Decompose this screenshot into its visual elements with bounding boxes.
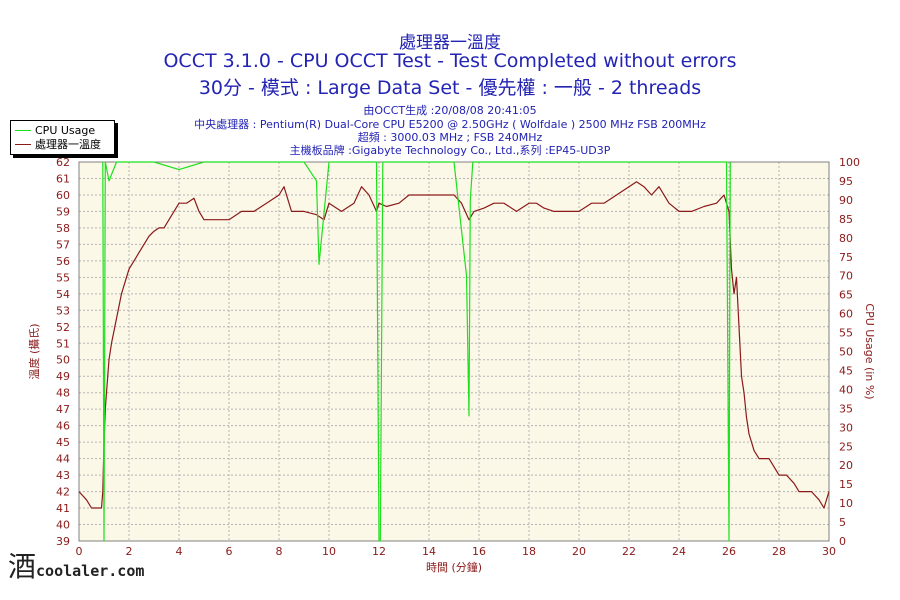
y-tick-label: 46: [56, 420, 70, 433]
y-tick-label: 50: [56, 354, 70, 367]
y2-tick-label: 55: [839, 327, 853, 340]
y2-tick-label: 75: [839, 251, 853, 264]
series-line-cpu-usage: [102, 161, 731, 542]
x-tick-label: 4: [176, 545, 183, 558]
y2-tick-label: 15: [839, 478, 853, 491]
y-tick-label: 61: [56, 172, 70, 185]
y2-tick-label: 70: [839, 270, 853, 283]
info-generated: 由OCCT生成 :20/08/08 20:41:05: [363, 104, 537, 117]
x-tick-label: 16: [472, 545, 486, 558]
x-tick-label: 6: [226, 545, 233, 558]
y2-tick-label: 80: [839, 232, 853, 245]
chart-legend: CPU Usage 處理器一溫度: [10, 120, 115, 155]
x-tick-label: 30: [822, 545, 836, 558]
x-tick-label: 20: [572, 545, 586, 558]
y2-tick-label: 90: [839, 194, 853, 207]
info-overclock: 超頻 : 3000.03 MHz ; FSB 240MHz: [357, 131, 543, 144]
x-tick-label: 28: [772, 545, 786, 558]
x-tick-label: 0: [76, 545, 83, 558]
y-tick-label: 60: [56, 189, 70, 202]
info-motherboard: 主機板品牌 :Gigabyte Technology Co., Ltd.,系列 …: [289, 144, 611, 157]
y-tick-label: 45: [56, 436, 70, 449]
y-tick-label: 52: [56, 321, 70, 334]
x-tick-label: 12: [372, 545, 386, 558]
plot-background: [79, 162, 829, 541]
x-tick-label: 18: [522, 545, 536, 558]
y2-axis-label: CPU Usage (in %): [863, 303, 876, 399]
x-tick-label: 14: [422, 545, 436, 558]
y2-tick-label: 50: [839, 346, 853, 359]
y-tick-label: 43: [56, 469, 70, 482]
legend-item-cpu-usage: CPU Usage: [15, 123, 95, 137]
y-tick-label: 56: [56, 255, 70, 268]
y2-tick-label: 65: [839, 289, 853, 302]
y-tick-label: 42: [56, 486, 70, 499]
legend-label-temperature: 處理器一溫度: [35, 138, 101, 151]
x-tick-label: 24: [672, 545, 686, 558]
x-tick-label: 10: [322, 545, 336, 558]
info-cpu: 中央處理器 : Pentium(R) Dual-Core CPU E5200 @…: [194, 118, 706, 131]
y-tick-label: 51: [56, 337, 70, 350]
chart-title: 處理器一溫度: [399, 33, 501, 53]
y2-tick-label: 10: [839, 497, 853, 510]
y-tick-label: 41: [56, 502, 70, 515]
y2-tick-label: 95: [839, 175, 853, 188]
x-tick-label: 2: [126, 545, 133, 558]
series-line-temperature: [78, 181, 830, 509]
watermark-text: coolaler.com: [36, 562, 145, 580]
y2-tick-label: 25: [839, 440, 853, 453]
watermark-logo: 酒: [8, 550, 37, 583]
x-tick-label: 8: [276, 545, 283, 558]
y2-tick-label: 100: [839, 156, 860, 169]
x-tick-label: 22: [622, 545, 636, 558]
y2-tick-label: 40: [839, 383, 853, 396]
y2-tick-label: 35: [839, 402, 853, 415]
y2-tick-label: 5: [839, 516, 846, 529]
x-axis-label: 時間 (分鐘): [426, 560, 482, 574]
y-tick-label: 48: [56, 387, 70, 400]
y2-tick-label: 30: [839, 421, 853, 434]
y2-tick-label: 0: [839, 535, 846, 548]
chart-subtitle-test: OCCT 3.1.0 - CPU OCCT Test - Test Comple…: [163, 50, 737, 72]
y-tick-label: 62: [56, 156, 70, 169]
y2-tick-label: 60: [839, 308, 853, 321]
y-tick-label: 53: [56, 304, 70, 317]
y-tick-label: 49: [56, 370, 70, 383]
y-tick-label: 59: [56, 205, 70, 218]
y-tick-label: 47: [56, 403, 70, 416]
watermark: 酒coolaler.com: [8, 545, 144, 585]
y-tick-label: 55: [56, 271, 70, 284]
legend-swatch-temperature: [15, 143, 31, 145]
legend-item-temperature: 處理器一溫度: [15, 137, 101, 151]
y2-tick-label: 85: [839, 213, 853, 226]
y-tick-label: 40: [56, 519, 70, 532]
y2-tick-label: 20: [839, 459, 853, 472]
y2-tick-label: 45: [839, 364, 853, 377]
y-tick-label: 58: [56, 222, 70, 235]
chart-subtitle-mode: 30分 - 模式 : Large Data Set - 優先權 : 一般 - 2…: [198, 77, 702, 99]
legend-label-cpu-usage: CPU Usage: [35, 123, 96, 137]
legend-swatch-cpu-usage: [15, 129, 31, 131]
y-tick-label: 44: [56, 453, 70, 466]
y-axis-label: 溫度 (攝氏): [27, 323, 41, 379]
x-tick-label: 26: [722, 545, 736, 558]
y-tick-label: 57: [56, 238, 70, 251]
y-tick-label: 54: [56, 288, 70, 301]
y-tick-label: 39: [56, 535, 70, 548]
